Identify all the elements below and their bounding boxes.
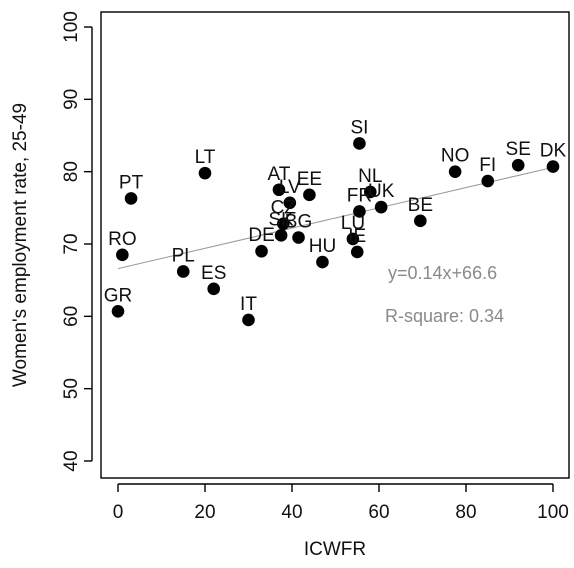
point-label-bg: BG xyxy=(285,211,312,232)
point-label-no: NO xyxy=(441,146,470,167)
r-square-annotation: R-square: 0.34 xyxy=(385,306,504,326)
data-point-ie xyxy=(350,245,364,259)
y-tick-label: 40 xyxy=(61,450,82,471)
point-label-se: SE xyxy=(506,139,531,160)
point-label-lu: LU xyxy=(341,213,365,234)
equation-annotation: y=0.14x+66.6 xyxy=(388,263,497,283)
point-label-pl: PL xyxy=(172,245,195,266)
y-axis: 40 50 60 70 80 90 100 xyxy=(61,11,93,472)
x-axis: 0 20 40 60 80 100 xyxy=(113,483,569,523)
point-label-pt: PT xyxy=(119,172,144,193)
y-axis-title: Women's employment rate, 25-49 xyxy=(10,103,31,387)
y-tick-label: 70 xyxy=(61,233,82,254)
data-point-lu xyxy=(346,232,360,246)
x-tick-label: 0 xyxy=(113,502,124,523)
data-point-dk xyxy=(546,160,560,173)
data-point-uk xyxy=(374,200,388,214)
data-point-si xyxy=(353,137,366,150)
x-tick-label: 40 xyxy=(281,502,302,523)
x-tick-label: 20 xyxy=(194,502,215,523)
data-point-nl xyxy=(364,185,377,199)
data-point-gr xyxy=(111,304,125,318)
point-label-es: ES xyxy=(201,263,226,284)
y-tick-label: 60 xyxy=(61,306,82,327)
y-tick-label: 90 xyxy=(61,89,82,110)
data-point-cz xyxy=(277,217,290,231)
data-point-fr xyxy=(353,205,366,218)
data-point-lv xyxy=(283,196,297,210)
point-label-si: SI xyxy=(350,117,368,138)
x-tick-label: 100 xyxy=(537,502,569,523)
point-label-lt: LT xyxy=(195,147,216,168)
data-point-it xyxy=(242,313,255,327)
data-point-fi xyxy=(481,174,495,188)
point-label-dk: DK xyxy=(540,141,567,162)
plot-frame xyxy=(100,11,570,479)
data-point-hu xyxy=(316,255,329,269)
y-tick-label: 100 xyxy=(61,11,82,43)
data-point-at xyxy=(272,183,286,197)
point-label-ie: IE xyxy=(348,226,366,247)
data-point-lt xyxy=(198,166,212,180)
point-label-sk: SK xyxy=(268,209,294,230)
data-point-be xyxy=(414,214,427,228)
point-label-it: IT xyxy=(240,294,257,315)
data-points xyxy=(111,137,560,327)
point-label-nl: NL xyxy=(358,166,382,187)
data-point-sk xyxy=(274,229,288,242)
x-axis-title: ICWFR xyxy=(304,539,366,560)
x-tick-label: 60 xyxy=(368,502,389,523)
point-label-lv: LV xyxy=(279,177,301,198)
x-tick-label: 80 xyxy=(455,502,476,523)
point-label-de: DE xyxy=(248,225,274,246)
point-label-ee: EE xyxy=(297,169,322,190)
point-label-gr: GR xyxy=(104,285,133,306)
data-point-ee xyxy=(303,188,316,202)
trend-line xyxy=(117,166,554,270)
data-point-bg xyxy=(292,231,305,244)
data-point-pt xyxy=(124,192,138,205)
point-label-ro: RO xyxy=(108,229,137,250)
point-label-fi: FI xyxy=(479,155,496,176)
data-point-ro xyxy=(116,248,129,262)
y-tick-label: 50 xyxy=(61,378,82,399)
point-label-be: BE xyxy=(408,195,433,216)
data-point-no xyxy=(448,165,462,178)
data-point-es xyxy=(207,282,220,296)
point-label-at: AT xyxy=(268,164,291,185)
data-point-se xyxy=(511,158,525,172)
point-label-uk: UK xyxy=(368,181,395,202)
point-label-hu: HU xyxy=(309,236,336,257)
data-point-pl xyxy=(176,265,190,278)
data-point-de xyxy=(255,244,268,258)
y-tick-label: 80 xyxy=(61,161,82,182)
point-label-fr: FR xyxy=(347,185,372,206)
point-label-cz: CZ xyxy=(271,198,297,219)
